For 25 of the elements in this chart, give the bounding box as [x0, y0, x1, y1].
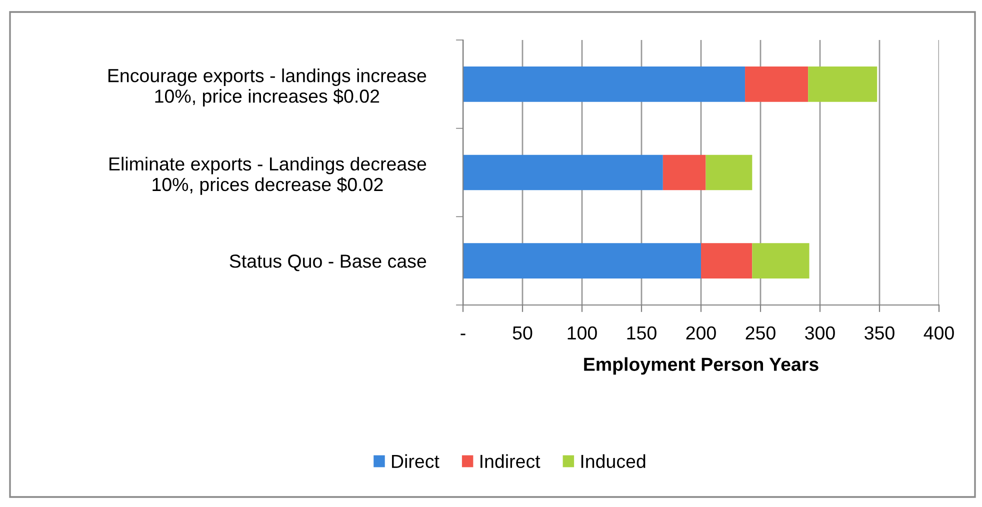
y-tick-label: Encourage exports - landings increase 10%, price increases $0.02	[108, 68, 426, 107]
legend-label: Direct	[392, 454, 440, 468]
y-tick-label: Status Quo - Base case	[230, 254, 426, 272]
bar	[745, 66, 808, 102]
bar	[701, 243, 752, 278]
x-tick-label: 100	[568, 326, 597, 340]
x-tick-label: 350	[864, 326, 894, 340]
x-tick-label: 150	[627, 326, 656, 340]
bar	[706, 154, 752, 190]
x-tick-label: -	[460, 334, 466, 336]
x-tick-label: 250	[746, 326, 776, 340]
bar	[752, 243, 810, 278]
legend-label: Indirect	[480, 454, 540, 468]
x-tick-label: 400	[924, 326, 954, 340]
bar	[463, 154, 663, 190]
bar	[808, 66, 878, 102]
bar	[662, 154, 706, 190]
x-tick-label: 50	[512, 326, 532, 340]
bar	[463, 243, 701, 278]
x-tick-label: 300	[805, 326, 835, 340]
legend-label: Induced	[581, 454, 646, 468]
x-tick-label: 200	[686, 326, 716, 340]
x-axis-title: Employment Person Years	[584, 357, 818, 375]
bar	[463, 66, 746, 102]
y-tick-label: Eliminate exports - Landings decrease 10%, prices decrease $0.02	[110, 156, 426, 195]
